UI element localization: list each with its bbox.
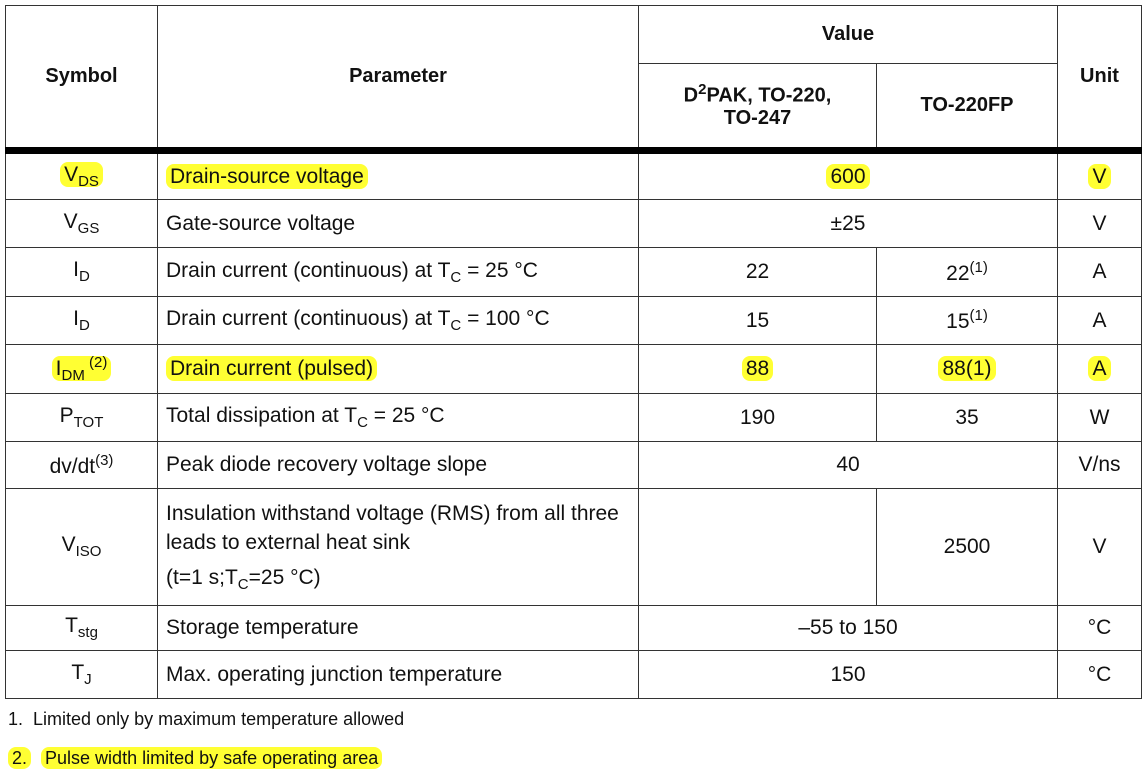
- value-cell-1: 22: [638, 247, 877, 297]
- parameter-cell: Peak diode recovery voltage slope: [157, 441, 639, 489]
- symbol-cell: Tstg: [5, 605, 158, 651]
- value-cell: ±25: [638, 199, 1058, 248]
- footnote: 1. Limited only by maximum temperature a…: [8, 709, 405, 729]
- unit-cell: W: [1057, 393, 1142, 442]
- parameter-cell: Gate-source voltage: [157, 199, 639, 248]
- table-row: Tstg Storage temperature –55 to 150 °C: [5, 605, 1142, 651]
- parameter-cell: Max. operating junction temperature: [157, 650, 639, 699]
- table-row: VISO Insulation withstand voltage (RMS) f…: [5, 488, 1142, 606]
- value-cell: 600: [638, 147, 1058, 200]
- table-row: ID Drain current (continuous) at TC = 25 …: [5, 247, 1142, 297]
- unit-cell: °C: [1057, 650, 1142, 699]
- parameter-cell: Insulation withstand voltage (RMS) from …: [157, 488, 639, 606]
- unit-cell: V: [1057, 199, 1142, 248]
- unit-cell: V/ns: [1057, 441, 1142, 489]
- value-cell-1: 88: [638, 344, 877, 394]
- symbol-cell: IDM (2): [5, 344, 158, 394]
- table-row: VDS Drain-source voltage 600 V: [5, 147, 1142, 200]
- table-row: TJ Max. operating junction temperature 150…: [5, 650, 1142, 699]
- value-cell: 150: [638, 650, 1058, 699]
- parameter-cell: Drain-source voltage: [157, 147, 639, 200]
- symbol-cell: VDS: [5, 147, 158, 200]
- header-package-1: D2PAK, TO-220, TO-247: [638, 63, 877, 151]
- value-cell-2: 35: [876, 393, 1058, 442]
- parameter-cell: Total dissipation at TC = 25 °C: [157, 393, 639, 442]
- symbol-cell: VISO: [5, 488, 158, 606]
- symbol-cell: ID: [5, 247, 158, 297]
- header-package-2: TO-220FP: [876, 63, 1058, 151]
- unit-cell: V: [1057, 488, 1142, 606]
- table-row: PTOT Total dissipation at TC = 25 °C 190 35…: [5, 393, 1142, 442]
- absolute-maximum-ratings-table: Symbol Parameter Value Unit D2PAK, TO-22…: [5, 5, 1142, 699]
- parameter-cell: Storage temperature: [157, 605, 639, 651]
- table-row: IDM (2) Drain current (pulsed) 88 88(1) A: [5, 344, 1142, 394]
- value-cell-2: 15(1): [876, 296, 1058, 345]
- value-cell: –55 to 150: [638, 605, 1058, 651]
- value-cell-2: 22(1): [876, 247, 1058, 297]
- value-cell: 40: [638, 441, 1058, 489]
- header-unit: Unit: [1057, 5, 1142, 151]
- value-cell-2: 88(1): [876, 344, 1058, 394]
- symbol-cell: dv/dt(3): [5, 441, 158, 489]
- parameter-cell: Drain current (continuous) at TC = 100 °…: [157, 296, 639, 345]
- header-parameter: Parameter: [157, 5, 639, 151]
- unit-cell: A: [1057, 344, 1142, 394]
- value-cell-1: 15: [638, 296, 877, 345]
- header-value: Value: [638, 5, 1058, 64]
- parameter-cell: Drain current (pulsed): [157, 344, 639, 394]
- value-cell-1: 190: [638, 393, 877, 442]
- unit-cell: °C: [1057, 605, 1142, 651]
- value-cell-1: [638, 488, 877, 606]
- unit-cell: A: [1057, 296, 1142, 345]
- value-cell-2: 2500: [876, 488, 1058, 606]
- parameter-cell: Drain current (continuous) at TC = 25 °C: [157, 247, 639, 297]
- footnote: 2. Pulse width limited by safe operating…: [8, 747, 383, 769]
- symbol-cell: PTOT: [5, 393, 158, 442]
- unit-cell: A: [1057, 247, 1142, 297]
- unit-cell: V: [1057, 147, 1142, 200]
- symbol-cell: ID: [5, 296, 158, 345]
- symbol-cell: VGS: [5, 199, 158, 248]
- symbol-cell: TJ: [5, 650, 158, 699]
- header-symbol: Symbol: [5, 5, 158, 151]
- table-row: dv/dt(3) Peak diode recovery voltage slop…: [5, 441, 1142, 489]
- table-row: VGS Gate-source voltage ±25 V: [5, 199, 1142, 248]
- table-row: ID Drain current (continuous) at TC = 100…: [5, 296, 1142, 345]
